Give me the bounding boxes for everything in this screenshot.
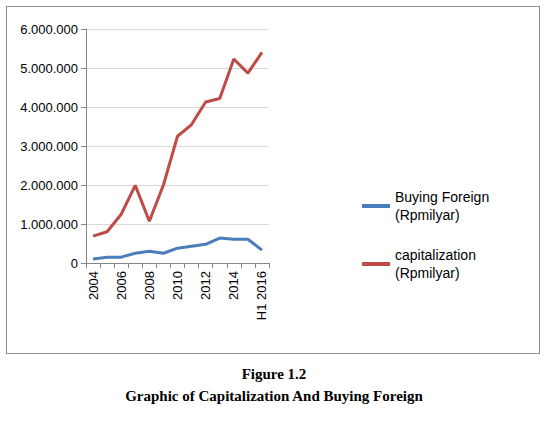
svg-text:4.000.000: 4.000.000 xyxy=(20,100,78,115)
svg-text:3.000.000: 3.000.000 xyxy=(20,139,78,154)
svg-text:2014: 2014 xyxy=(226,271,241,300)
html-text:Graphic of Capitalization And: Graphic of Capitalization And Buying For… xyxy=(125,388,423,404)
svg-text:H1 2016: H1 2016 xyxy=(254,271,269,320)
svg-text:2008: 2008 xyxy=(142,271,157,300)
svg-text:2012: 2012 xyxy=(198,271,213,300)
svg-text:6.000.000: 6.000.000 xyxy=(20,22,78,37)
html-text:Figure 1.2: Figure 1.2 xyxy=(241,366,307,382)
svg-text:(Rpmilyar): (Rpmilyar) xyxy=(395,265,460,281)
svg-text:(Rpmilyar): (Rpmilyar) xyxy=(395,207,460,223)
svg-text:2010: 2010 xyxy=(170,271,185,300)
svg-text:5.000.000: 5.000.000 xyxy=(20,61,78,76)
svg-text:2004: 2004 xyxy=(86,271,101,300)
svg-text:capitalization: capitalization xyxy=(395,247,480,263)
svg-text:2006: 2006 xyxy=(114,271,129,300)
svg-text:2.000.000: 2.000.000 xyxy=(20,178,78,193)
svg-text:0: 0 xyxy=(71,256,78,271)
svg-text:1.000.000: 1.000.000 xyxy=(20,217,78,232)
svg-text:Buying Foreign: Buying Foreign xyxy=(395,189,493,205)
